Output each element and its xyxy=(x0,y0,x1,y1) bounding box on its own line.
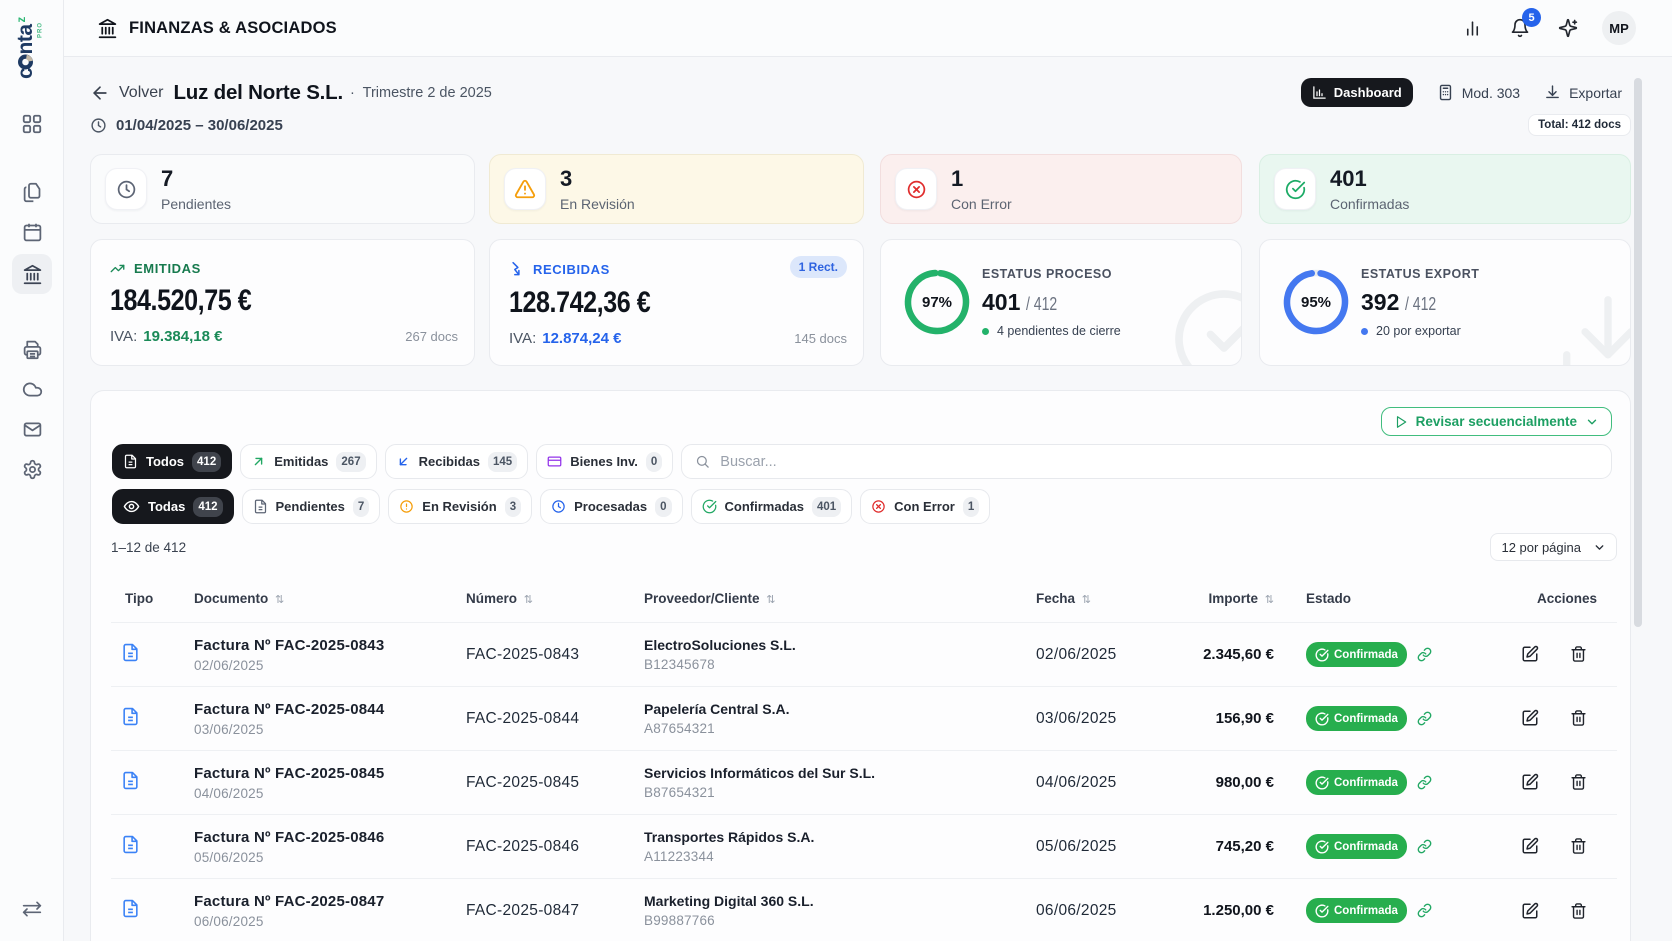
svg-text:nta: nta xyxy=(15,24,37,55)
svg-text:c: c xyxy=(15,67,37,79)
svg-text:PRO: PRO xyxy=(38,22,44,38)
svg-text:z: z xyxy=(16,17,28,23)
